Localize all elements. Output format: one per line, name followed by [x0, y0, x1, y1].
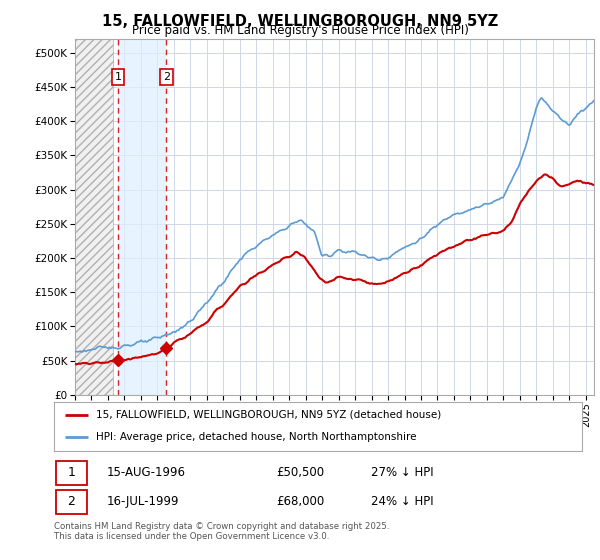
Text: 1: 1 [67, 466, 76, 479]
Text: 15, FALLOWFIELD, WELLINGBOROUGH, NN9 5YZ (detached house): 15, FALLOWFIELD, WELLINGBOROUGH, NN9 5YZ… [96, 410, 442, 420]
Text: £68,000: £68,000 [276, 496, 324, 508]
Text: HPI: Average price, detached house, North Northamptonshire: HPI: Average price, detached house, Nort… [96, 432, 417, 442]
FancyBboxPatch shape [56, 461, 87, 485]
Text: 1: 1 [115, 72, 122, 82]
Text: 15, FALLOWFIELD, WELLINGBOROUGH, NN9 5YZ: 15, FALLOWFIELD, WELLINGBOROUGH, NN9 5YZ [102, 14, 498, 29]
Bar [75, 39, 113, 395]
Text: 24% ↓ HPI: 24% ↓ HPI [371, 496, 433, 508]
Text: 2: 2 [67, 496, 76, 508]
Text: £50,500: £50,500 [276, 466, 324, 479]
Text: 16-JUL-1999: 16-JUL-1999 [107, 496, 179, 508]
FancyBboxPatch shape [56, 490, 87, 514]
Bar [118, 39, 166, 395]
Text: Price paid vs. HM Land Registry's House Price Index (HPI): Price paid vs. HM Land Registry's House … [131, 24, 469, 36]
Text: 15-AUG-1996: 15-AUG-1996 [107, 466, 186, 479]
Text: Contains HM Land Registry data © Crown copyright and database right 2025.
This d: Contains HM Land Registry data © Crown c… [54, 522, 389, 542]
Bar [75, 39, 113, 395]
Text: 2: 2 [163, 72, 170, 82]
Text: 27% ↓ HPI: 27% ↓ HPI [371, 466, 433, 479]
